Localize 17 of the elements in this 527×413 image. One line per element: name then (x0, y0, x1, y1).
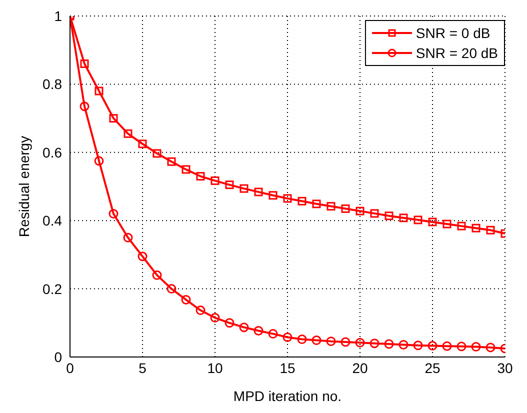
x-axis-title: MPD iteration no. (233, 388, 342, 404)
y-tick-label: 1 (54, 8, 62, 24)
x-tick-label: 30 (497, 360, 513, 376)
legend-label: SNR = 0 dB (416, 24, 490, 43)
x-tick-label: 5 (138, 360, 147, 376)
y-tick-label: 0.6 (42, 144, 62, 160)
y-axis-title: Residual energy (16, 136, 32, 238)
y-tick-label: 0.8 (42, 76, 62, 92)
x-tick-label: 25 (424, 360, 440, 376)
x-tick-label: 20 (352, 360, 368, 376)
x-tick-label: 0 (66, 360, 74, 376)
x-tick-label: 15 (280, 360, 296, 376)
x-tick-label: 10 (207, 360, 223, 376)
legend-label: SNR = 20 dB (416, 44, 498, 63)
y-tick-label: 0.2 (42, 280, 62, 297)
y-tick-label: 0 (54, 348, 62, 365)
y-tick-label: 0.4 (42, 212, 62, 229)
